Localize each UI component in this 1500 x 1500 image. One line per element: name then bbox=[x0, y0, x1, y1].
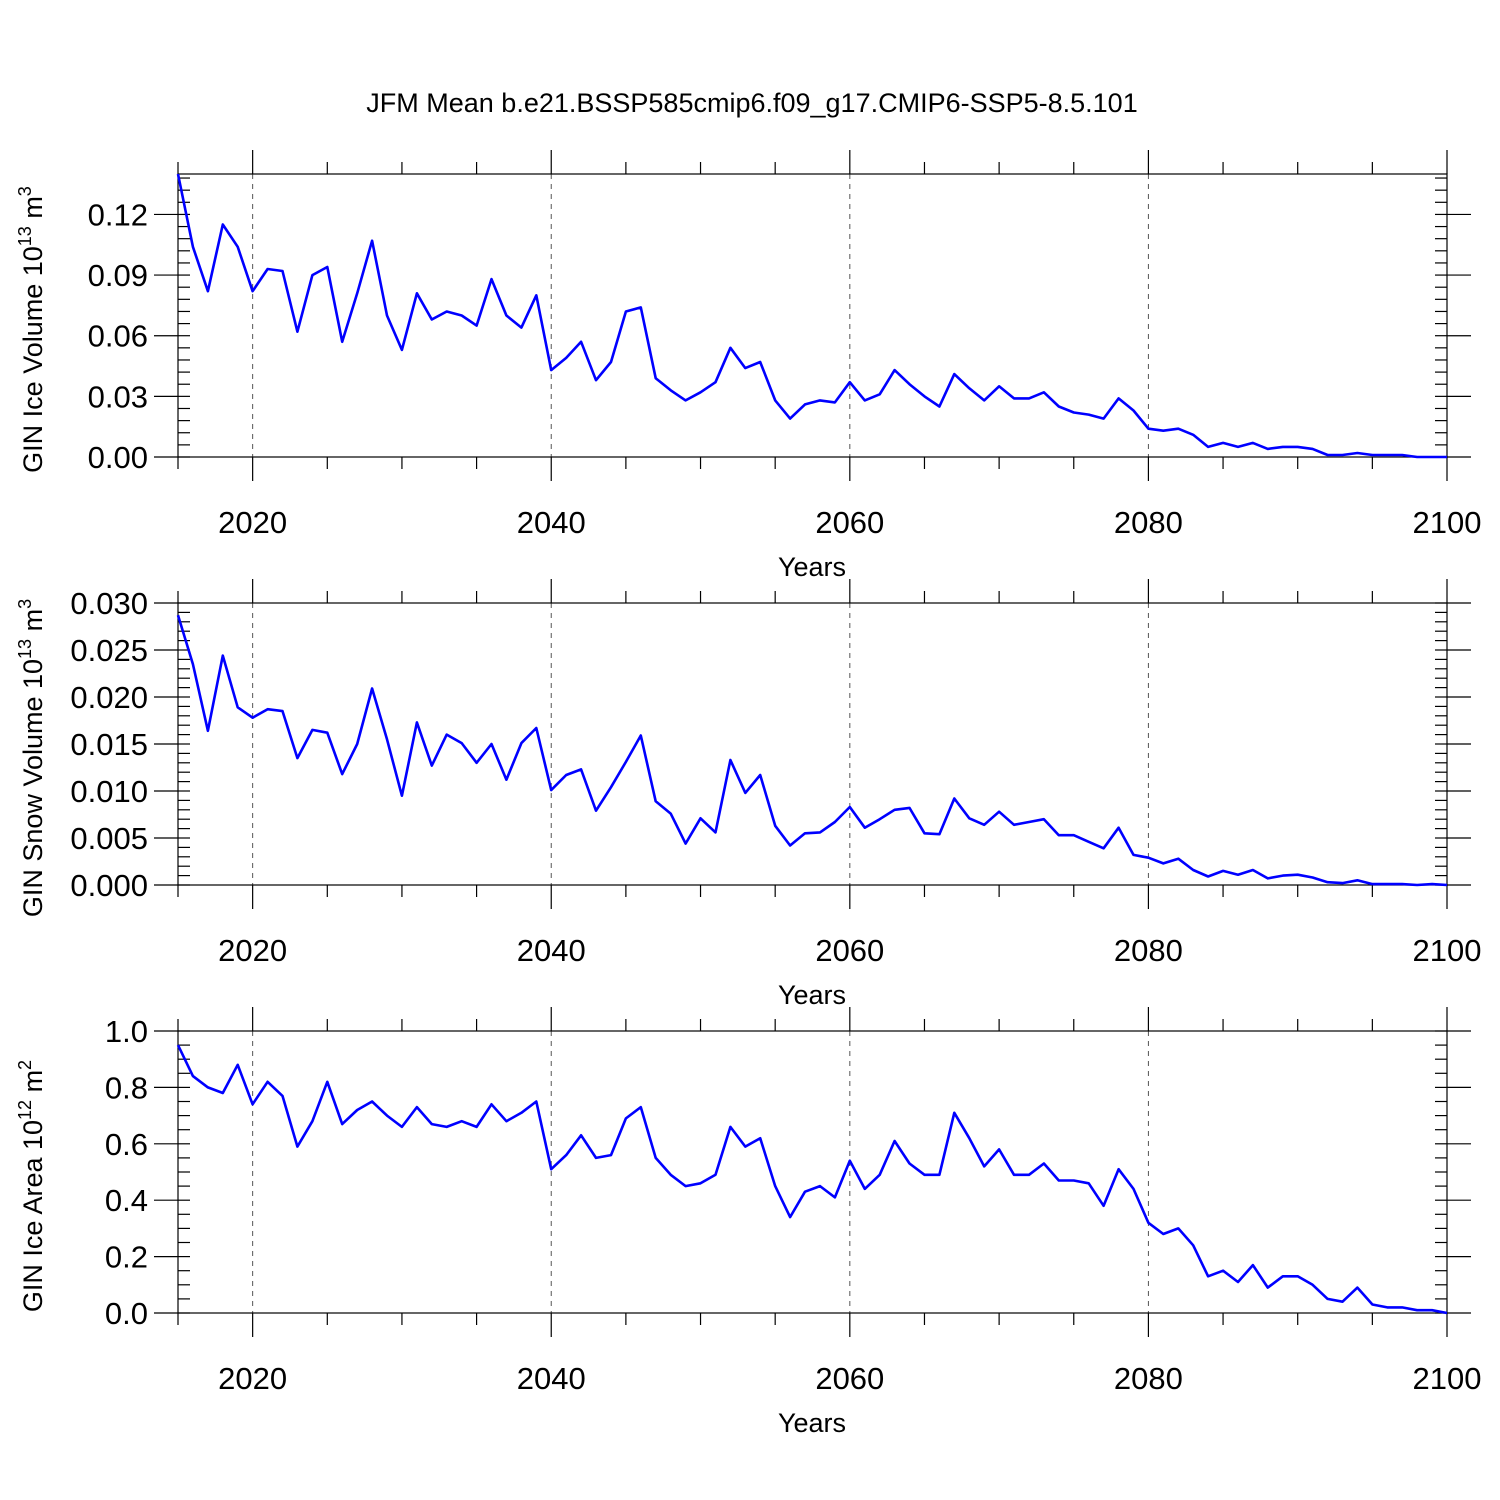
y-axis-label: GIN Ice Volume 1013 m3 bbox=[15, 186, 48, 473]
y-label-text: GIN Ice Volume 10 bbox=[18, 246, 48, 473]
x-axis-label: Years bbox=[778, 980, 846, 1010]
y-tick-label: 1.0 bbox=[105, 1014, 148, 1049]
y-label-exponent: 13 bbox=[15, 226, 35, 246]
x-tick-label: 2060 bbox=[815, 1361, 884, 1396]
y-axis-label: GIN Snow Volume 1013 m3 bbox=[15, 599, 48, 917]
y-tick-label: 0.025 bbox=[70, 633, 148, 668]
y-label-unit-exponent: 2 bbox=[15, 1060, 35, 1070]
x-tick-label: 2100 bbox=[1413, 1361, 1482, 1396]
y-tick-label: 0.6 bbox=[105, 1127, 148, 1162]
y-tick-label: 0.0 bbox=[105, 1296, 148, 1331]
y-tick-label: 0.4 bbox=[105, 1183, 148, 1218]
y-tick-label: 0.8 bbox=[105, 1070, 148, 1105]
x-tick-label: 2020 bbox=[218, 1361, 287, 1396]
panel-3: 0.0 0.2 0.4 0.6 0.8 1.0 2020 2040 2060 2080 2100 Ye… bbox=[15, 1007, 1481, 1438]
y-tick-label: 0.030 bbox=[70, 586, 148, 621]
x-tick-label: 2040 bbox=[517, 933, 586, 968]
y-tick-label: 0.2 bbox=[105, 1240, 148, 1275]
panel-1: 0.00 0.03 0.06 0.09 0.12 2020 2040 2060 2080 2100… bbox=[15, 150, 1481, 582]
x-tick-label: 2020 bbox=[218, 505, 287, 540]
y-tick-label: 0.010 bbox=[70, 774, 148, 809]
plot-frame bbox=[177, 173, 1448, 458]
panel-2: 0.000 0.005 0.010 0.015 0.020 0.025 0.030 2020 2… bbox=[15, 579, 1481, 1010]
x-tick-label: 2080 bbox=[1114, 933, 1183, 968]
x-tick-label: 2080 bbox=[1114, 1361, 1183, 1396]
x-tick-label: 2060 bbox=[815, 505, 884, 540]
data-series-line bbox=[176, 614, 1448, 887]
data-series-line bbox=[176, 173, 1447, 459]
x-tick-label: 2040 bbox=[517, 505, 586, 540]
y-label-text: GIN Ice Area 10 bbox=[18, 1120, 48, 1312]
y-tick-label: 0.015 bbox=[70, 727, 148, 762]
x-tick-label: 2020 bbox=[218, 933, 287, 968]
x-axis-label: Years bbox=[778, 552, 846, 582]
x-axis-label: Years bbox=[778, 1408, 846, 1438]
y-label-unit: m bbox=[18, 196, 48, 226]
y-tick-label: 0.020 bbox=[70, 680, 148, 715]
data-series-line bbox=[176, 1044, 1448, 1315]
y-tick-label: 0.005 bbox=[70, 821, 148, 856]
y-tick-label: 0.09 bbox=[88, 258, 148, 293]
x-tick-label: 2100 bbox=[1413, 933, 1482, 968]
x-tick-label: 2100 bbox=[1413, 505, 1482, 540]
x-tick-label: 2060 bbox=[815, 933, 884, 968]
y-tick-label: 0.06 bbox=[88, 319, 148, 354]
plot-frame bbox=[177, 602, 1448, 886]
y-tick-label: 0.00 bbox=[88, 440, 148, 475]
y-label-unit-exponent: 3 bbox=[15, 186, 35, 196]
y-label-unit-exponent: 3 bbox=[15, 599, 35, 609]
figure-title: JFM Mean b.e21.BSSP585cmip6.f09_g17.CMIP… bbox=[366, 88, 1137, 118]
y-axis-label: GIN Ice Area 1012 m2 bbox=[15, 1060, 48, 1312]
y-label-exponent: 13 bbox=[15, 639, 35, 659]
y-label-text: GIN Snow Volume 10 bbox=[18, 659, 48, 917]
y-tick-label: 0.000 bbox=[70, 868, 148, 903]
y-tick-label: 0.03 bbox=[88, 379, 148, 414]
y-label-unit: m bbox=[18, 609, 48, 639]
y-tick-label: 0.12 bbox=[88, 197, 148, 232]
x-tick-label: 2040 bbox=[517, 1361, 586, 1396]
x-tick-label: 2080 bbox=[1114, 505, 1183, 540]
y-label-exponent: 12 bbox=[15, 1100, 35, 1120]
y-label-unit: m bbox=[18, 1070, 48, 1100]
